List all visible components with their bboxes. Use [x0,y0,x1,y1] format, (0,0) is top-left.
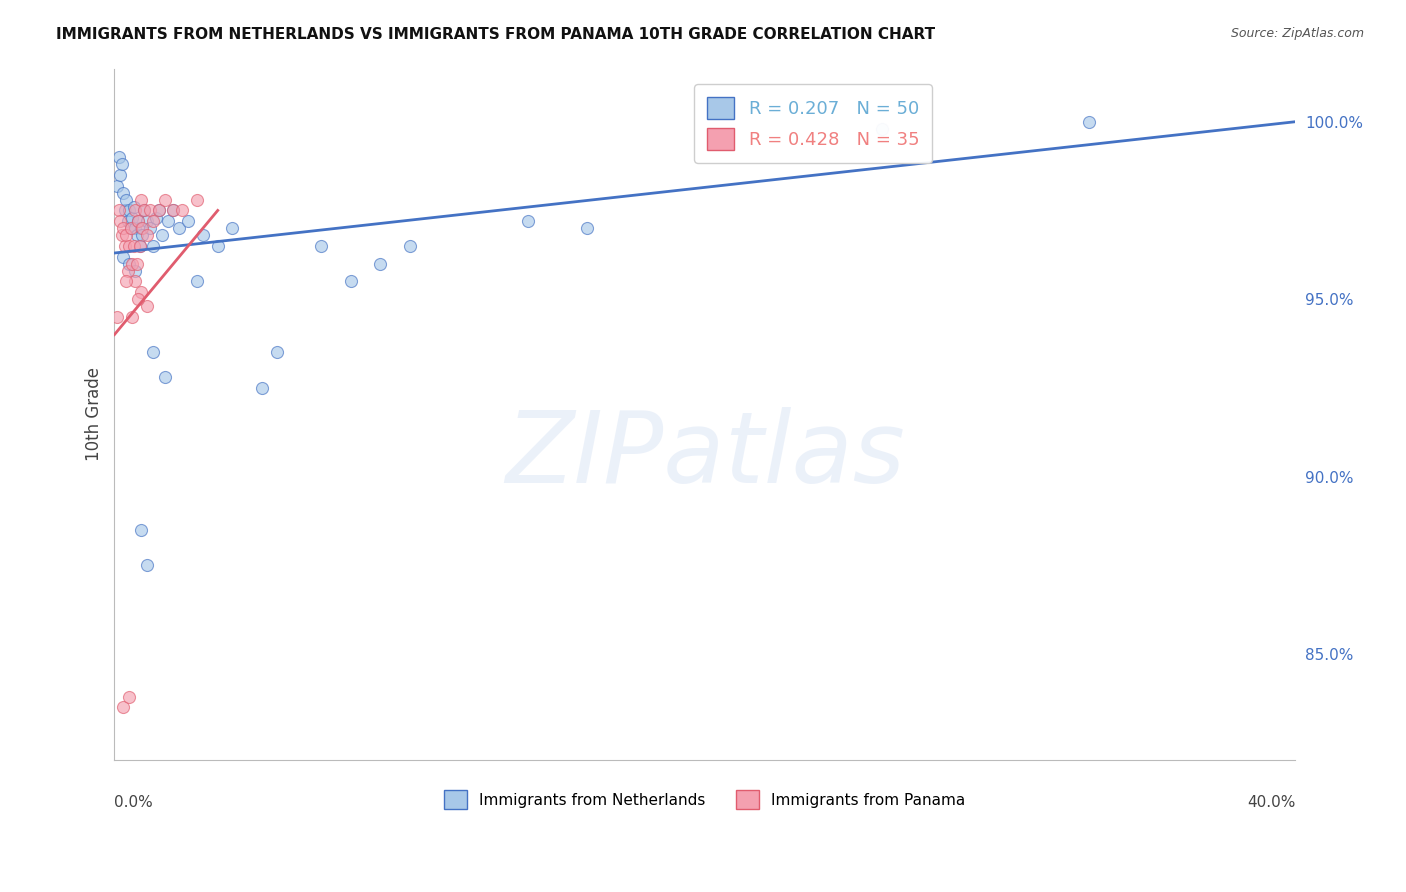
Point [139,203,162,218]
Point [114,203,136,218]
Point [148,203,170,218]
Point [115,228,138,243]
Point [266,345,288,359]
Point [1077,114,1099,128]
Point [124,203,146,218]
Point [135,214,157,228]
Point [135,299,157,313]
Point [118,239,141,253]
Point [250,381,273,395]
Text: ZIPatlas: ZIPatlas [505,408,904,505]
Point [120,221,142,235]
Point [121,257,143,271]
Point [870,121,893,136]
Point [127,292,149,306]
Point [142,214,165,228]
Point [156,214,179,228]
Y-axis label: 10th Grade: 10th Grade [86,368,103,461]
Text: 0.0%: 0.0% [114,795,153,810]
Point [368,257,391,271]
Point [124,264,146,278]
Point [117,264,139,278]
Point [142,345,165,359]
Point [139,221,162,235]
Point [221,221,243,235]
Point [108,150,131,164]
Point [118,690,141,704]
Point [131,228,153,243]
Point [162,203,184,218]
Point [169,221,191,235]
Point [118,257,141,271]
Point [108,203,131,218]
Point [120,221,142,235]
Point [191,228,214,243]
Point [153,370,176,384]
Point [125,228,148,243]
Point [121,211,143,225]
Point [339,274,361,288]
Point [398,239,420,253]
Point [132,203,155,218]
Point [110,168,132,182]
Point [129,285,152,299]
Point [114,239,136,253]
Point [142,239,165,253]
Point [207,239,229,253]
Point [150,228,173,243]
Point [162,203,184,218]
Point [105,178,128,193]
Point [129,523,152,537]
Text: 40.0%: 40.0% [1247,795,1295,810]
Point [172,203,194,218]
Point [122,200,145,214]
Point [129,193,152,207]
Point [127,214,149,228]
Point [121,310,143,324]
Point [135,558,157,573]
Point [128,239,150,253]
Point [131,221,153,235]
Point [124,221,146,235]
Point [117,214,139,228]
Point [309,239,332,253]
Point [124,274,146,288]
Point [122,239,145,253]
Text: Source: ZipAtlas.com: Source: ZipAtlas.com [1230,27,1364,40]
Point [110,214,132,228]
Point [148,203,170,218]
Point [153,193,176,207]
Point [125,257,148,271]
Point [112,250,135,264]
Point [132,203,155,218]
Point [186,193,208,207]
Point [516,214,538,228]
Text: IMMIGRANTS FROM NETHERLANDS VS IMMIGRANTS FROM PANAMA 10TH GRADE CORRELATION CHA: IMMIGRANTS FROM NETHERLANDS VS IMMIGRANT… [56,27,935,42]
Point [129,221,152,235]
Point [115,274,138,288]
Point [177,214,200,228]
Point [145,211,167,225]
Point [575,221,598,235]
Point [112,700,135,714]
Point [127,214,149,228]
Point [118,203,141,218]
Point [105,310,128,324]
Point [111,157,134,171]
Legend: Immigrants from Netherlands, Immigrants from Panama: Immigrants from Netherlands, Immigrants … [437,784,972,815]
Point [186,274,208,288]
Point [115,193,138,207]
Point [128,239,150,253]
Point [111,228,134,243]
Point [112,186,135,200]
Point [135,228,157,243]
Point [112,221,135,235]
